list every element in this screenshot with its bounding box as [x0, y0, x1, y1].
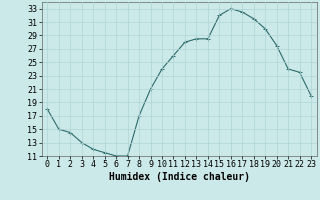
X-axis label: Humidex (Indice chaleur): Humidex (Indice chaleur) [109, 172, 250, 182]
